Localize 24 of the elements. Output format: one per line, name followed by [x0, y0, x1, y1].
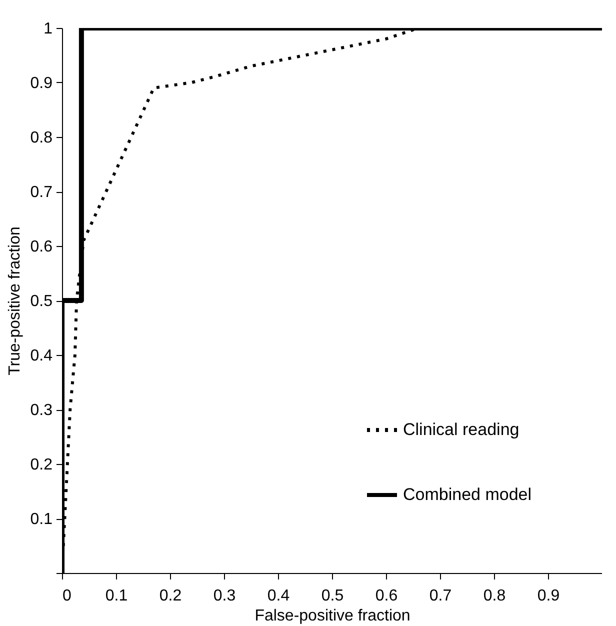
- x-axis-title: False-positive fraction: [254, 608, 410, 624]
- x-tick-label: 0.2: [159, 588, 182, 604]
- y-tick-label: 0.3: [30, 402, 53, 419]
- y-tick-label: 1: [44, 20, 53, 38]
- y-tick-label: 0.5: [30, 293, 53, 310]
- x-tick-label: 0.1: [105, 588, 128, 604]
- y-tick-label: 0.4: [30, 348, 53, 364]
- x-tick-label: 0.6: [375, 588, 398, 604]
- x-tick-label: 0.8: [483, 588, 506, 604]
- legend-label: Clinical reading: [403, 420, 520, 439]
- x-tick-label: 0.4: [267, 588, 290, 604]
- x-tick-label: 0.9: [537, 588, 560, 604]
- y-tick-label: 0.8: [30, 130, 53, 146]
- x-tick-label: 0: [62, 588, 72, 604]
- x-tick-label: 0.5: [321, 588, 344, 604]
- y-axis-title: True-positive fraction: [6, 226, 24, 376]
- legend-label: Combined model: [403, 485, 532, 504]
- y-tick-label: 0.9: [30, 75, 53, 92]
- x-tick-label: 0.7: [429, 588, 452, 604]
- x-tick-label: 0.3: [213, 588, 236, 604]
- y-tick-label: 0.6: [30, 238, 53, 256]
- y-tick-label: 0.2: [30, 456, 53, 474]
- y-tick-label: 0.7: [30, 184, 53, 201]
- y-tick-label: 0.1: [30, 511, 53, 528]
